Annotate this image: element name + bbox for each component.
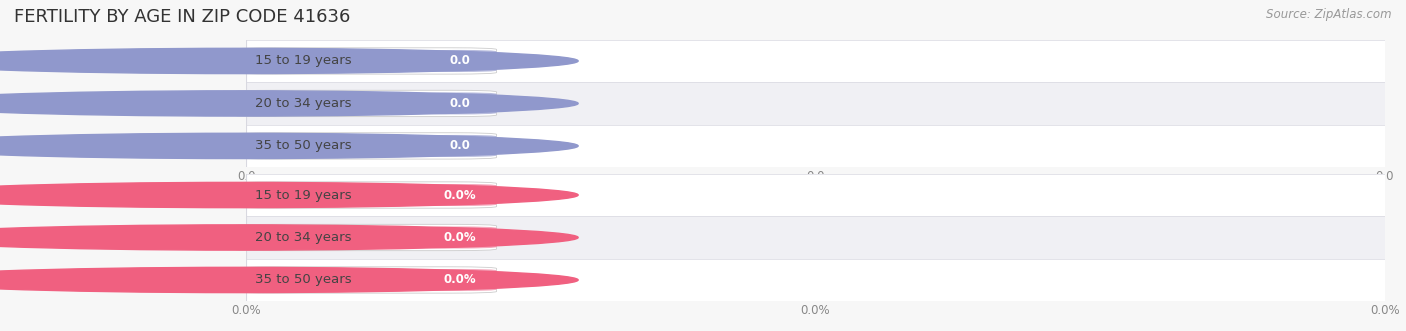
FancyBboxPatch shape [423,226,496,249]
Text: 0.0%: 0.0% [443,231,475,244]
FancyBboxPatch shape [232,90,496,117]
Circle shape [0,225,578,250]
FancyBboxPatch shape [423,269,496,291]
Text: 15 to 19 years: 15 to 19 years [254,55,352,68]
Bar [246,216,1385,259]
Text: 20 to 34 years: 20 to 34 years [254,231,352,244]
FancyBboxPatch shape [232,48,496,74]
Bar [246,82,1385,125]
Bar [246,174,1385,216]
Circle shape [0,91,578,116]
FancyBboxPatch shape [423,135,496,157]
Text: 0.0: 0.0 [449,55,470,68]
Circle shape [0,133,578,159]
Text: 0.0%: 0.0% [443,189,475,202]
Text: 0.0: 0.0 [449,97,470,110]
Text: FERTILITY BY AGE IN ZIP CODE 41636: FERTILITY BY AGE IN ZIP CODE 41636 [14,8,350,26]
Circle shape [0,182,578,208]
Circle shape [0,48,578,73]
Text: 15 to 19 years: 15 to 19 years [254,189,352,202]
FancyBboxPatch shape [232,182,496,208]
Bar [246,125,1385,167]
FancyBboxPatch shape [423,92,496,115]
FancyBboxPatch shape [232,133,496,159]
Text: 20 to 34 years: 20 to 34 years [254,97,352,110]
Text: Source: ZipAtlas.com: Source: ZipAtlas.com [1267,8,1392,21]
Bar [246,40,1385,82]
Bar [246,259,1385,301]
Text: 0.0: 0.0 [449,139,470,152]
FancyBboxPatch shape [232,224,496,251]
FancyBboxPatch shape [232,267,496,293]
Circle shape [0,267,578,293]
Text: 0.0%: 0.0% [443,273,475,286]
Text: 35 to 50 years: 35 to 50 years [254,273,352,286]
FancyBboxPatch shape [423,50,496,72]
FancyBboxPatch shape [423,184,496,206]
Text: 35 to 50 years: 35 to 50 years [254,139,352,152]
